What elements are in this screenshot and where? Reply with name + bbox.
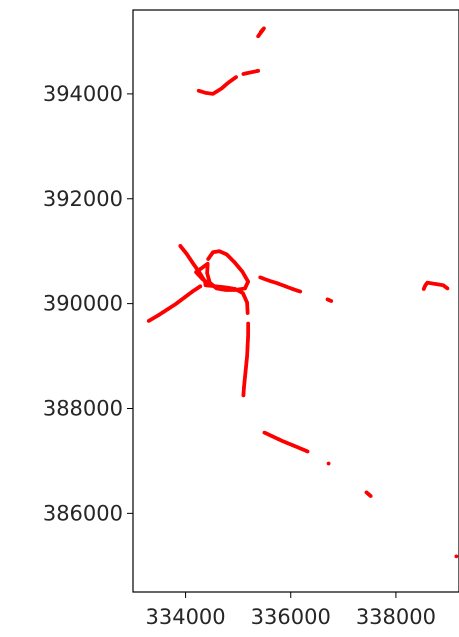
data-point bbox=[329, 299, 334, 303]
data-point bbox=[196, 88, 201, 93]
y-tick-label: 392000 bbox=[43, 187, 123, 211]
data-point bbox=[256, 34, 261, 39]
x-tick-label: 334000 bbox=[145, 605, 225, 629]
x-axis-ticks: 334000 336000 338000 bbox=[145, 592, 436, 629]
x-tick-label: 338000 bbox=[356, 605, 436, 629]
x-tick-label: 336000 bbox=[251, 605, 331, 629]
y-axis-ticks: 386000 388000 390000 392000 394000 bbox=[43, 82, 133, 525]
plot-frame bbox=[132, 9, 459, 593]
data-point bbox=[245, 311, 250, 315]
data-point bbox=[206, 281, 211, 286]
data-point bbox=[305, 449, 310, 454]
data-point bbox=[198, 284, 203, 289]
data-point bbox=[256, 68, 261, 73]
data-point bbox=[241, 393, 246, 398]
data-point bbox=[445, 286, 450, 291]
y-tick-label: 386000 bbox=[43, 501, 123, 525]
data-point bbox=[454, 554, 459, 559]
data-point bbox=[326, 461, 331, 466]
y-tick-label: 394000 bbox=[43, 82, 123, 106]
y-tick-label: 388000 bbox=[43, 396, 123, 420]
data-point bbox=[298, 289, 303, 294]
data-points bbox=[146, 26, 459, 559]
y-tick-label: 390000 bbox=[43, 292, 123, 316]
data-point bbox=[368, 494, 373, 498]
